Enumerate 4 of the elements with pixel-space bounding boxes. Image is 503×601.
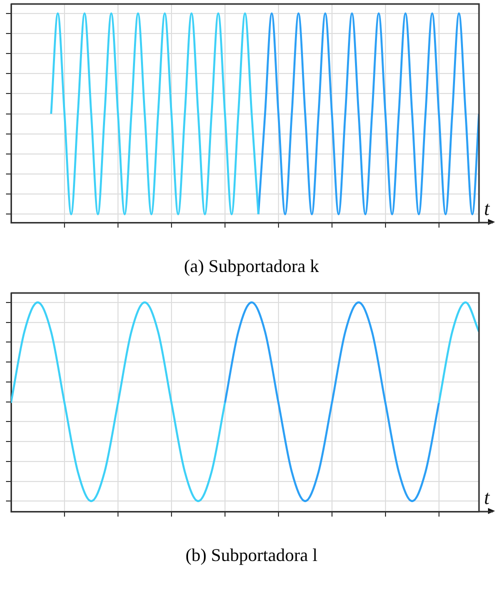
- text: (a) Subportadora k: [183, 255, 320, 278]
- x-axis-title: t: [484, 198, 490, 220]
- text: (b) Subportadora l: [184, 544, 318, 567]
- x-axis-title: t: [484, 486, 490, 509]
